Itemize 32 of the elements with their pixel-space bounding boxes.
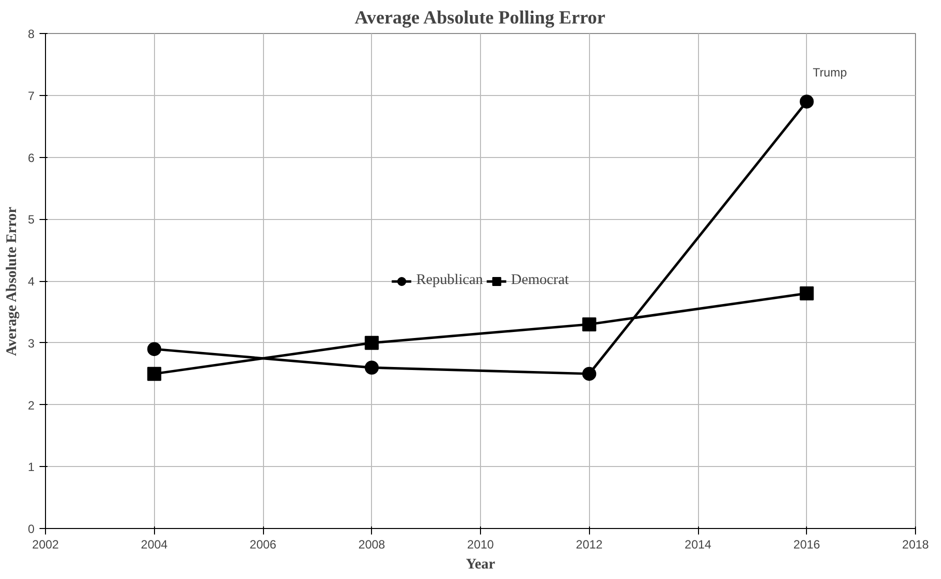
- x-tick-label: 2006: [250, 538, 277, 552]
- y-tick-label: 1: [28, 460, 35, 474]
- y-tick-label: 7: [28, 88, 35, 103]
- x-tick-label: 2016: [793, 538, 820, 552]
- x-tick-label: 2014: [684, 538, 712, 552]
- x-tick-label: 2012: [576, 538, 603, 552]
- x-tick-label: 2002: [32, 538, 60, 552]
- x-tick-label: 2010: [467, 538, 494, 552]
- y-tick-label: 2: [28, 398, 35, 412]
- point: [582, 366, 596, 381]
- point: [364, 336, 379, 350]
- y-tick-label: 8: [28, 27, 35, 41]
- y-tick-label: 3: [28, 336, 35, 350]
- y-tick-label: 0: [28, 522, 35, 536]
- legend-label: Democrat: [510, 272, 569, 289]
- y-axis-title: Average Absolute Error: [4, 206, 20, 356]
- legend-label: Republican: [416, 272, 483, 289]
- x-tick-label: 2008: [358, 538, 386, 552]
- annotation: Trump: [812, 66, 848, 80]
- point: [147, 366, 162, 381]
- y-tick-label: 5: [28, 212, 35, 227]
- point: [364, 360, 379, 375]
- point: [582, 317, 596, 332]
- x-tick-label: 2018: [902, 538, 930, 552]
- x-axis-title: Year: [466, 556, 496, 572]
- point: [800, 94, 814, 109]
- point: [147, 342, 162, 356]
- x-tick-label: 2004: [140, 538, 168, 552]
- y-tick-label: 4: [28, 274, 35, 288]
- y-tick-label: 6: [28, 150, 35, 165]
- point: [800, 286, 814, 300]
- chart-title: Average Absolute Polling Error: [354, 8, 606, 28]
